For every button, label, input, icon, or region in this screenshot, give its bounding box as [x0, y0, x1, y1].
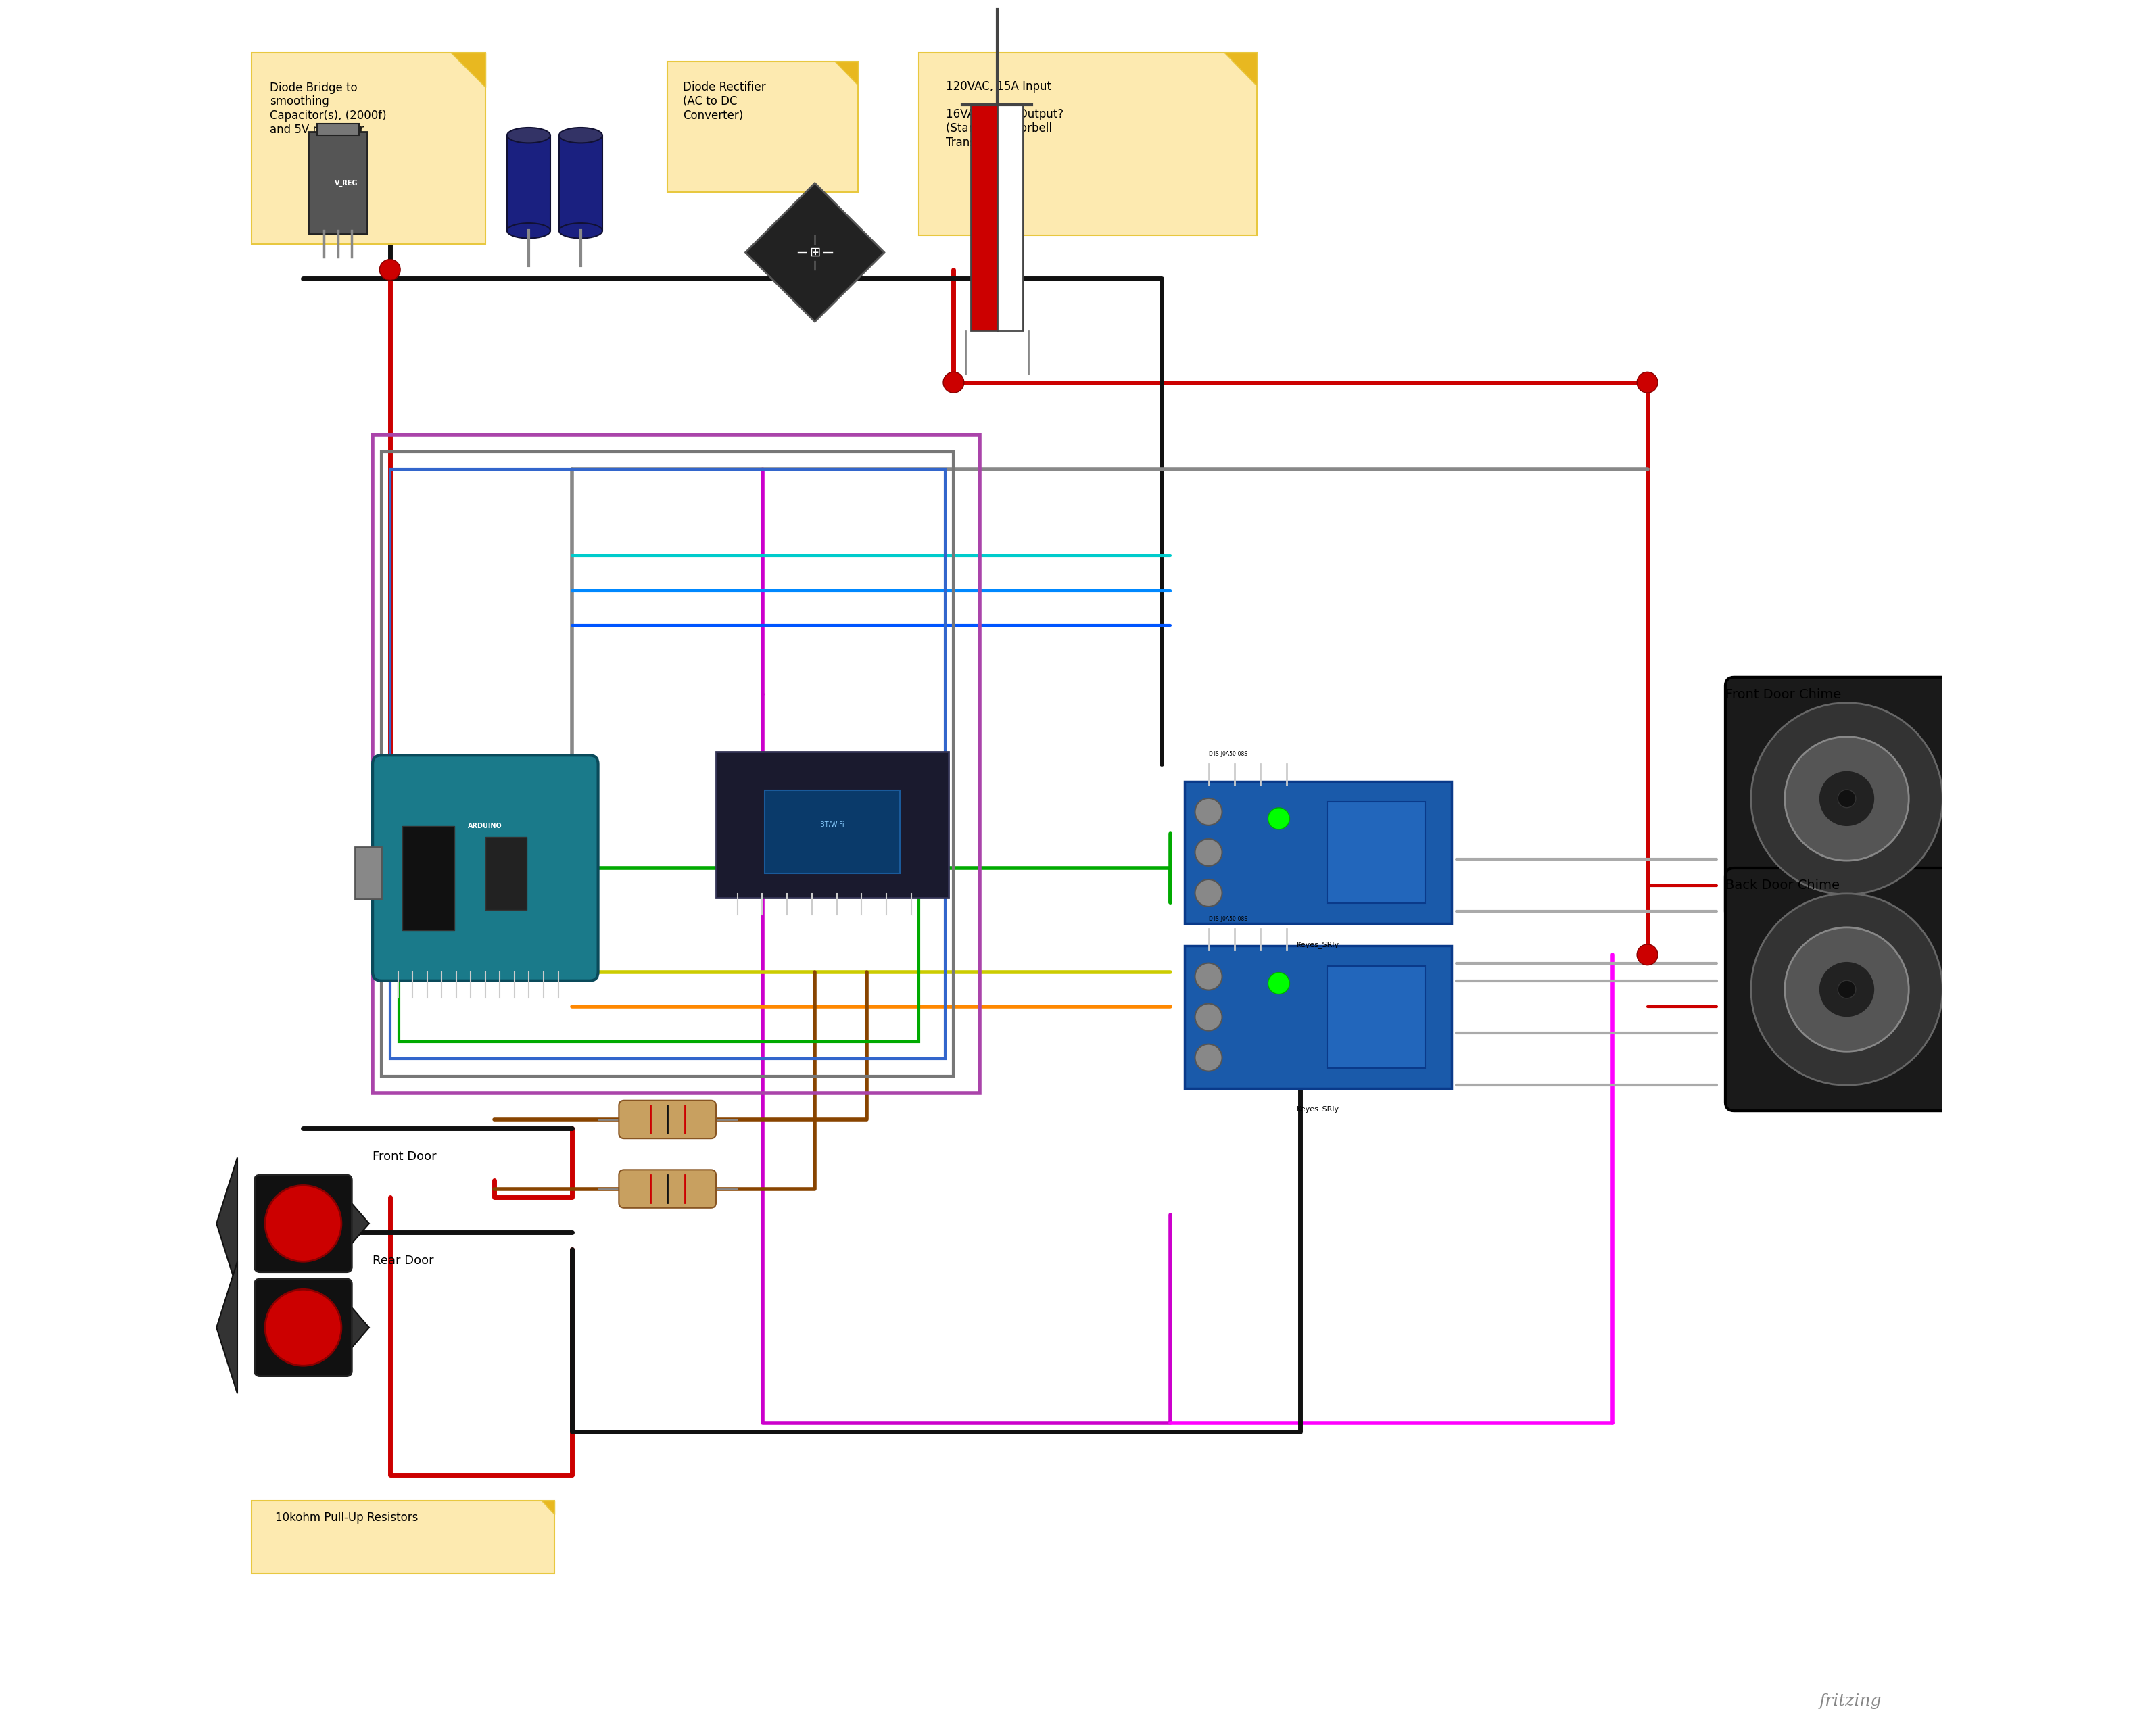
Polygon shape: [746, 182, 884, 321]
FancyBboxPatch shape: [619, 1101, 716, 1139]
FancyBboxPatch shape: [1726, 677, 1967, 920]
FancyBboxPatch shape: [1327, 967, 1425, 1068]
Circle shape: [1195, 838, 1221, 866]
FancyBboxPatch shape: [1185, 946, 1451, 1088]
Text: Keyes_SRly: Keyes_SRly: [1296, 1106, 1339, 1113]
Circle shape: [1819, 962, 1875, 1017]
Bar: [559, 135, 602, 231]
Bar: [402, 826, 454, 930]
Ellipse shape: [507, 128, 550, 142]
Circle shape: [1636, 944, 1658, 965]
Polygon shape: [834, 62, 858, 85]
Text: D-IS-J0A50-08S: D-IS-J0A50-08S: [1208, 915, 1247, 922]
FancyBboxPatch shape: [372, 755, 598, 981]
Text: ARDUINO: ARDUINO: [469, 823, 503, 830]
Polygon shape: [217, 1158, 236, 1290]
Polygon shape: [542, 1502, 555, 1514]
Text: Front Door: Front Door: [372, 1151, 436, 1163]
Text: Front Door Chime: Front Door Chime: [1726, 687, 1840, 701]
Circle shape: [1838, 790, 1855, 807]
Polygon shape: [346, 1302, 370, 1354]
Text: Diode Bridge to
smoothing
Capacitor(s), (2000f)
and 5V regulator: Diode Bridge to smoothing Capacitor(s), …: [271, 82, 387, 135]
Text: Back Door Chime: Back Door Chime: [1726, 878, 1840, 892]
FancyBboxPatch shape: [252, 1502, 555, 1575]
Circle shape: [1195, 880, 1221, 906]
Circle shape: [1268, 972, 1290, 995]
Circle shape: [944, 372, 963, 392]
Circle shape: [1838, 981, 1855, 998]
Polygon shape: [451, 54, 486, 87]
Circle shape: [1819, 771, 1875, 826]
Circle shape: [264, 1290, 342, 1366]
FancyBboxPatch shape: [619, 1170, 716, 1208]
FancyBboxPatch shape: [1726, 868, 1967, 1111]
Circle shape: [1784, 736, 1909, 861]
Circle shape: [1750, 703, 1944, 894]
Text: 10kohm Pull-Up Resistors: 10kohm Pull-Up Resistors: [275, 1512, 419, 1524]
Text: ⊞: ⊞: [808, 247, 821, 259]
Ellipse shape: [507, 224, 550, 238]
Circle shape: [264, 1186, 342, 1262]
FancyBboxPatch shape: [1327, 802, 1425, 903]
Bar: [998, 104, 1023, 330]
FancyBboxPatch shape: [1185, 781, 1451, 924]
Ellipse shape: [559, 128, 602, 142]
Polygon shape: [217, 1262, 236, 1394]
Ellipse shape: [559, 224, 602, 238]
Text: Keyes_SRly: Keyes_SRly: [1296, 941, 1339, 948]
FancyBboxPatch shape: [254, 1279, 353, 1377]
Bar: [355, 847, 381, 899]
Text: 120VAC, 15A Input

16VAC, 1.0A Output?
(Standard Doorbell
Transformer): 120VAC, 15A Input 16VAC, 1.0A Output? (S…: [946, 80, 1064, 149]
FancyBboxPatch shape: [254, 1175, 353, 1272]
Circle shape: [1750, 894, 1944, 1085]
Bar: [486, 837, 527, 910]
Text: fritzing: fritzing: [1819, 1694, 1881, 1708]
FancyBboxPatch shape: [918, 54, 1258, 234]
Text: D-IS-J0A50-08S: D-IS-J0A50-08S: [1208, 752, 1247, 757]
Circle shape: [1195, 963, 1221, 990]
Bar: [507, 135, 550, 231]
Circle shape: [1636, 372, 1658, 392]
Polygon shape: [1223, 54, 1258, 85]
Bar: [765, 790, 901, 873]
Text: Rear Door: Rear Door: [372, 1255, 434, 1267]
FancyBboxPatch shape: [316, 123, 359, 135]
Circle shape: [1195, 799, 1221, 825]
FancyBboxPatch shape: [252, 54, 486, 243]
Bar: [972, 104, 998, 330]
Circle shape: [381, 259, 400, 279]
Polygon shape: [346, 1198, 370, 1250]
Circle shape: [1195, 1043, 1221, 1071]
Text: BT/WiFi: BT/WiFi: [819, 821, 845, 828]
Circle shape: [1195, 1003, 1221, 1031]
Circle shape: [1784, 927, 1909, 1052]
FancyBboxPatch shape: [666, 62, 858, 191]
FancyBboxPatch shape: [307, 132, 368, 234]
Circle shape: [1268, 807, 1290, 830]
Text: V_REG: V_REG: [335, 179, 359, 186]
FancyBboxPatch shape: [716, 752, 948, 898]
Text: Diode Rectifier
(AC to DC
Converter): Diode Rectifier (AC to DC Converter): [684, 82, 765, 122]
